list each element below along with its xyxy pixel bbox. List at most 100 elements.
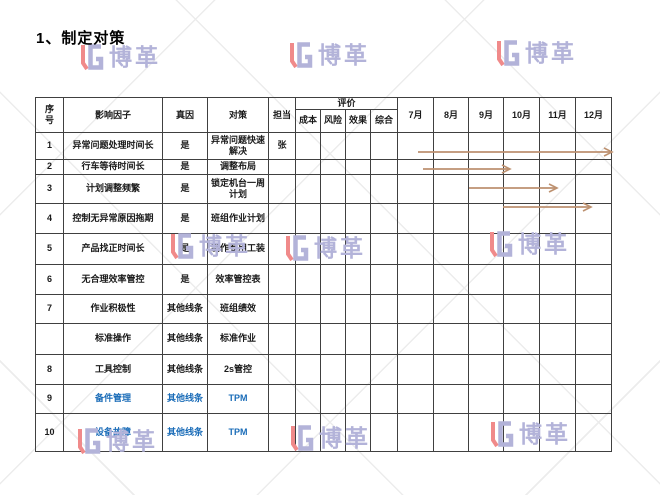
measure-cell: 调整布局 bbox=[207, 158, 269, 175]
eval-effect-cell bbox=[345, 412, 371, 452]
month-10-cell bbox=[503, 263, 541, 295]
eval-overall-cell bbox=[369, 202, 399, 234]
header-seq: 序 号 bbox=[35, 97, 64, 133]
seq-cell: 9 bbox=[35, 383, 64, 414]
eval-effect-cell bbox=[345, 173, 371, 204]
month-12-cell bbox=[575, 158, 613, 175]
month-8-cell bbox=[433, 322, 470, 355]
eval-cost-cell bbox=[295, 158, 321, 175]
header-eval-overall: 综合 bbox=[369, 108, 399, 133]
cause-cell: 其他线条 bbox=[162, 412, 208, 452]
month-9-cell bbox=[468, 202, 505, 234]
owner-cell: 张 bbox=[268, 131, 296, 160]
measure-cell: 制作专用工装 bbox=[207, 232, 269, 265]
eval-risk-cell bbox=[320, 232, 346, 265]
measure-cell: TPM bbox=[207, 383, 269, 414]
eval-risk-cell bbox=[320, 322, 346, 355]
seq-cell: 10 bbox=[35, 412, 64, 452]
factor-cell: 产品找正时间长 bbox=[63, 232, 163, 265]
eval-risk-cell bbox=[320, 173, 346, 204]
watermark-brand-text: 博革 bbox=[318, 42, 370, 68]
header-month-11: 11月 bbox=[539, 97, 577, 133]
owner-cell bbox=[268, 353, 296, 385]
header-eval-cost: 成本 bbox=[295, 108, 321, 133]
month-7-cell bbox=[397, 293, 435, 324]
cause-cell: 是 bbox=[162, 232, 208, 265]
countermeasure-table: 序 号 影响因子 真因 对策 担当 评价 7月 8月 9月 10月 11月 12… bbox=[35, 97, 613, 452]
eval-cost-cell bbox=[295, 263, 321, 295]
header-month-7: 7月 bbox=[397, 97, 435, 133]
month-10-cell bbox=[503, 383, 541, 414]
seq-cell: 3 bbox=[35, 173, 64, 204]
eval-overall-cell bbox=[369, 353, 399, 385]
eval-cost-cell bbox=[295, 353, 321, 385]
boge-logo-icon bbox=[290, 42, 313, 69]
header-eval-effect: 效果 bbox=[345, 108, 371, 133]
month-8-cell bbox=[433, 158, 470, 175]
month-12-cell bbox=[575, 412, 613, 452]
measure-cell: 效率管控表 bbox=[207, 263, 269, 295]
factor-cell: 计划调整频繁 bbox=[63, 173, 163, 204]
factor-cell: 标准操作 bbox=[63, 322, 163, 355]
factor-cell: 异常问题处理时间长 bbox=[63, 131, 163, 160]
month-9-cell bbox=[468, 173, 505, 204]
seq-cell: 8 bbox=[35, 353, 64, 385]
month-8-cell bbox=[433, 131, 470, 160]
month-9-cell bbox=[468, 158, 505, 175]
factor-cell: 备件管理 bbox=[63, 383, 163, 414]
eval-overall-cell bbox=[369, 173, 399, 204]
eval-effect-cell bbox=[345, 322, 371, 355]
header-month-9: 9月 bbox=[468, 97, 505, 133]
cause-cell: 其他线条 bbox=[162, 353, 208, 385]
table-row: 3 计划调整频繁是锁定机台一周计划 bbox=[35, 173, 613, 204]
header-measure: 对策 bbox=[207, 97, 269, 133]
eval-effect-cell bbox=[345, 353, 371, 385]
measure-cell: 锁定机台一周计划 bbox=[207, 173, 269, 204]
eval-effect-cell bbox=[345, 202, 371, 234]
month-11-cell bbox=[539, 263, 577, 295]
eval-risk-cell bbox=[320, 293, 346, 324]
header-eval-group: 评价 bbox=[294, 97, 399, 110]
table-row: 8 工具控制 其他线条 2s管控 bbox=[35, 353, 613, 385]
table-row: 7 作业积极性 其他线条 班组绩效 bbox=[35, 293, 613, 324]
eval-risk-cell bbox=[320, 383, 346, 414]
eval-overall-cell bbox=[369, 322, 399, 355]
month-9-cell bbox=[468, 263, 505, 295]
month-8-cell bbox=[433, 173, 470, 204]
month-11-cell bbox=[539, 131, 577, 160]
month-9-cell bbox=[468, 383, 505, 414]
eval-risk-cell bbox=[320, 412, 346, 452]
eval-effect-cell bbox=[345, 232, 371, 265]
month-11-cell bbox=[539, 412, 577, 452]
month-12-cell bbox=[575, 131, 613, 160]
month-8-cell bbox=[433, 412, 470, 452]
month-10-cell bbox=[503, 353, 541, 385]
cause-cell: 其他线条 bbox=[162, 322, 208, 355]
measure-cell: 班组作业计划 bbox=[207, 202, 269, 234]
month-10-cell bbox=[503, 131, 541, 160]
owner-cell bbox=[268, 383, 296, 414]
cause-cell: 是 bbox=[162, 263, 208, 295]
seq-cell: 5 bbox=[35, 232, 64, 265]
eval-overall-cell bbox=[369, 383, 399, 414]
month-10-cell bbox=[503, 173, 541, 204]
eval-cost-cell bbox=[295, 412, 321, 452]
header-month-12: 12月 bbox=[575, 97, 613, 133]
factor-cell: 工具控制 bbox=[63, 353, 163, 385]
month-12-cell bbox=[575, 383, 613, 414]
month-7-cell bbox=[397, 131, 435, 160]
cause-cell: 是 bbox=[162, 202, 208, 234]
measure-cell: 班组绩效 bbox=[207, 293, 269, 324]
header-cause: 真因 bbox=[162, 97, 208, 133]
table-row: 9 备件管理 其他线条 TPM bbox=[35, 383, 613, 414]
page-title: 1、制定对策 bbox=[36, 30, 126, 47]
month-9-cell bbox=[468, 131, 505, 160]
table-row: 2 行车等待时间长是调整布局 bbox=[35, 158, 613, 175]
month-9-cell bbox=[468, 412, 505, 452]
table-row: 6 无合理效率管控是效率管控表 bbox=[35, 263, 613, 295]
eval-risk-cell bbox=[320, 263, 346, 295]
month-11-cell bbox=[539, 202, 577, 234]
factor-cell: 作业积极性 bbox=[63, 293, 163, 324]
measure-cell: 2s管控 bbox=[207, 353, 269, 385]
measure-cell: 标准作业 bbox=[207, 322, 269, 355]
